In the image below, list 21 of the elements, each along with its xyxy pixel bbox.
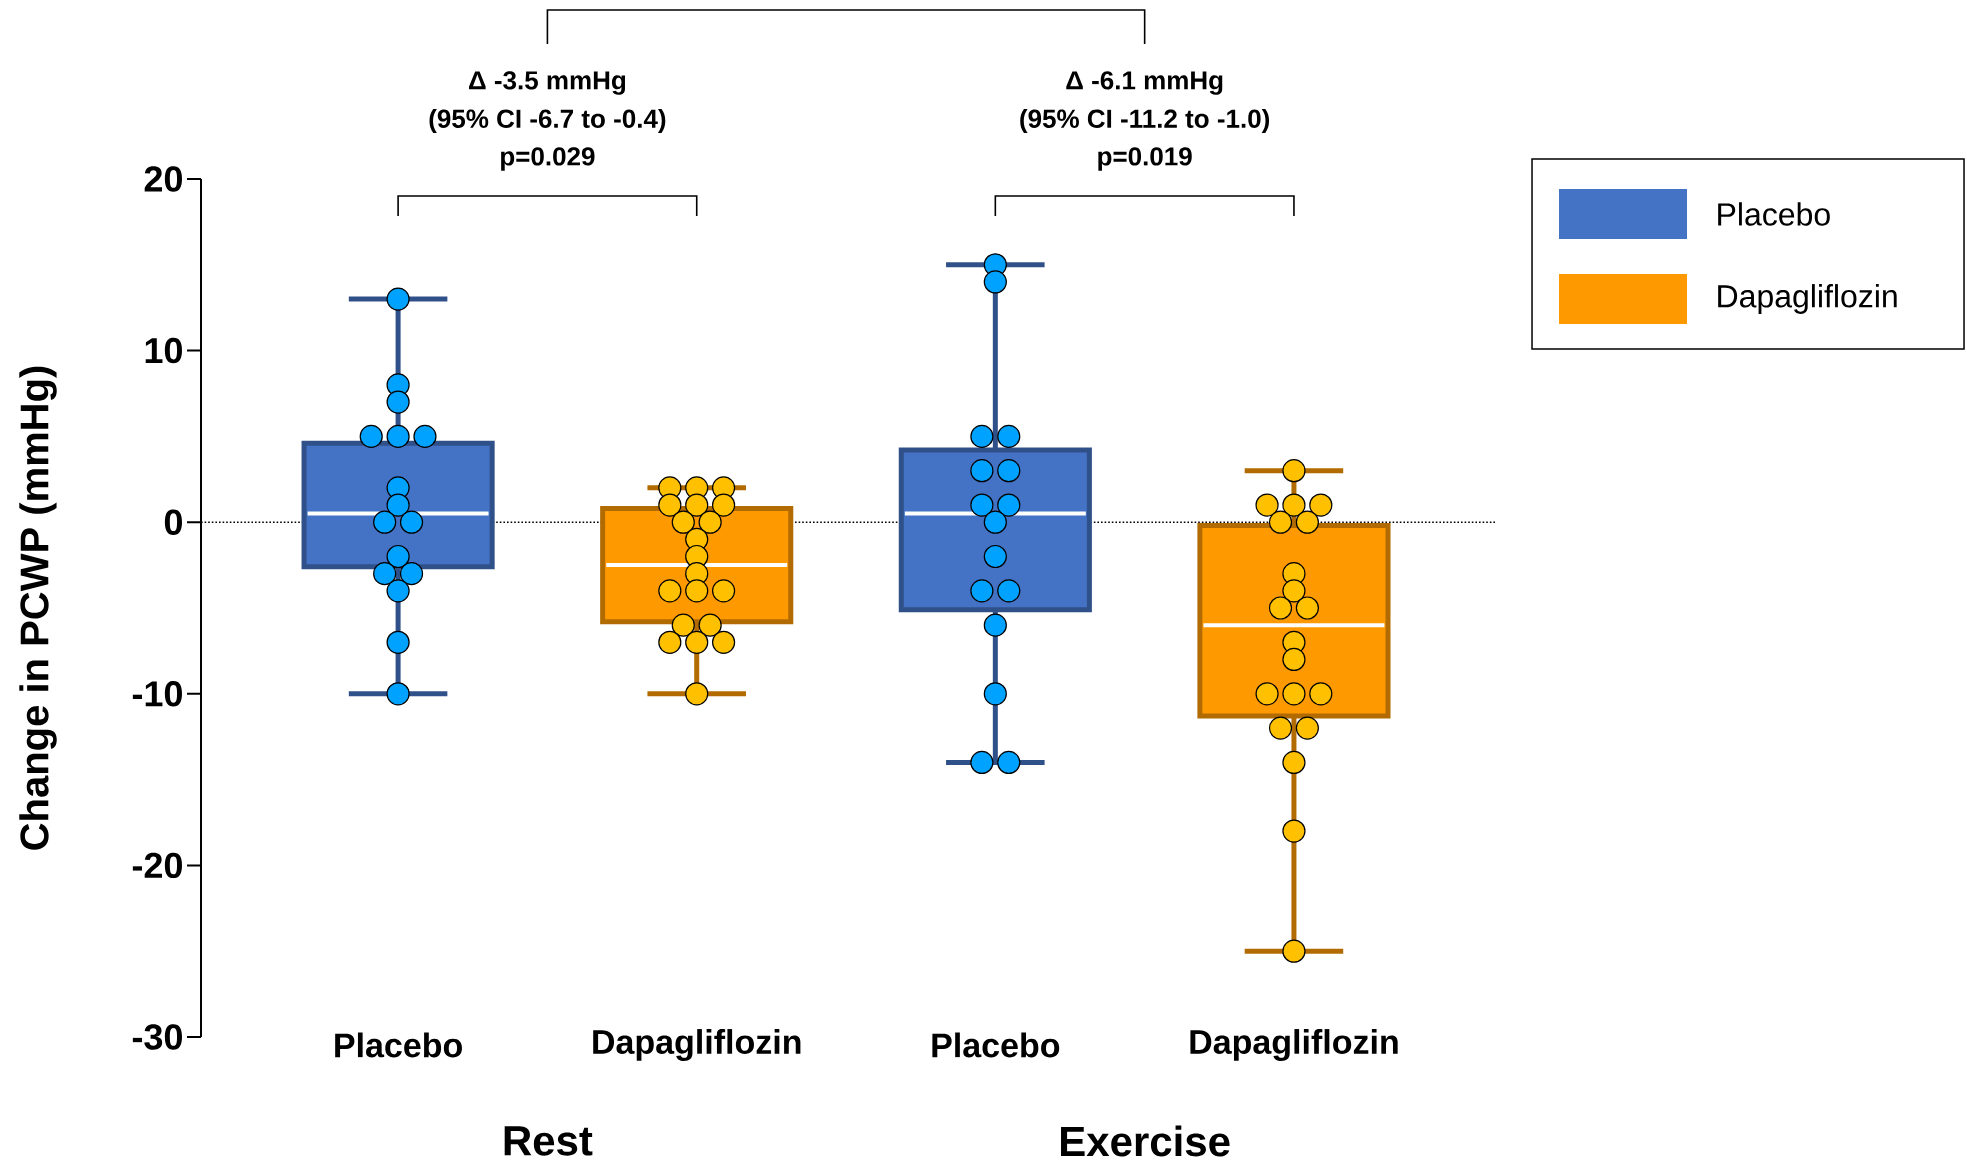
text: Placebo [932,1032,1060,1058]
text: Δ -3.5 mmHg [469,71,626,95]
text: (95% CI -11.2 to -1.0) [1020,108,1270,134]
legend-label: Placebo [1718,202,1830,226]
y-axis-title: Change in PCWP (mmHg) [19,366,57,850]
y-tick-label: 0 [164,509,182,535]
text: Placebo [335,1032,462,1058]
y-tick-label: 20 [144,166,182,192]
y-tick-label: -20 [132,852,182,879]
x-tick-label: Exercise [1061,1125,1230,1157]
text: Δ -6.1 mmHg [1066,71,1223,95]
text: (95% CI -6.7 to -0.4) [429,108,666,134]
text: p=0.019 [1098,147,1192,171]
text: p=0.029 [501,147,595,171]
text: Dapagliflozin [593,1029,801,1061]
legend-label: Dapagliflozin [1718,284,1897,314]
y-tick-label: -10 [132,681,182,707]
y-tick-label: -30 [132,1024,182,1050]
text: Dapagliflozin [1190,1029,1398,1061]
y-tick-label: 10 [145,337,182,364]
x-tick-label: Rest [504,1126,593,1156]
